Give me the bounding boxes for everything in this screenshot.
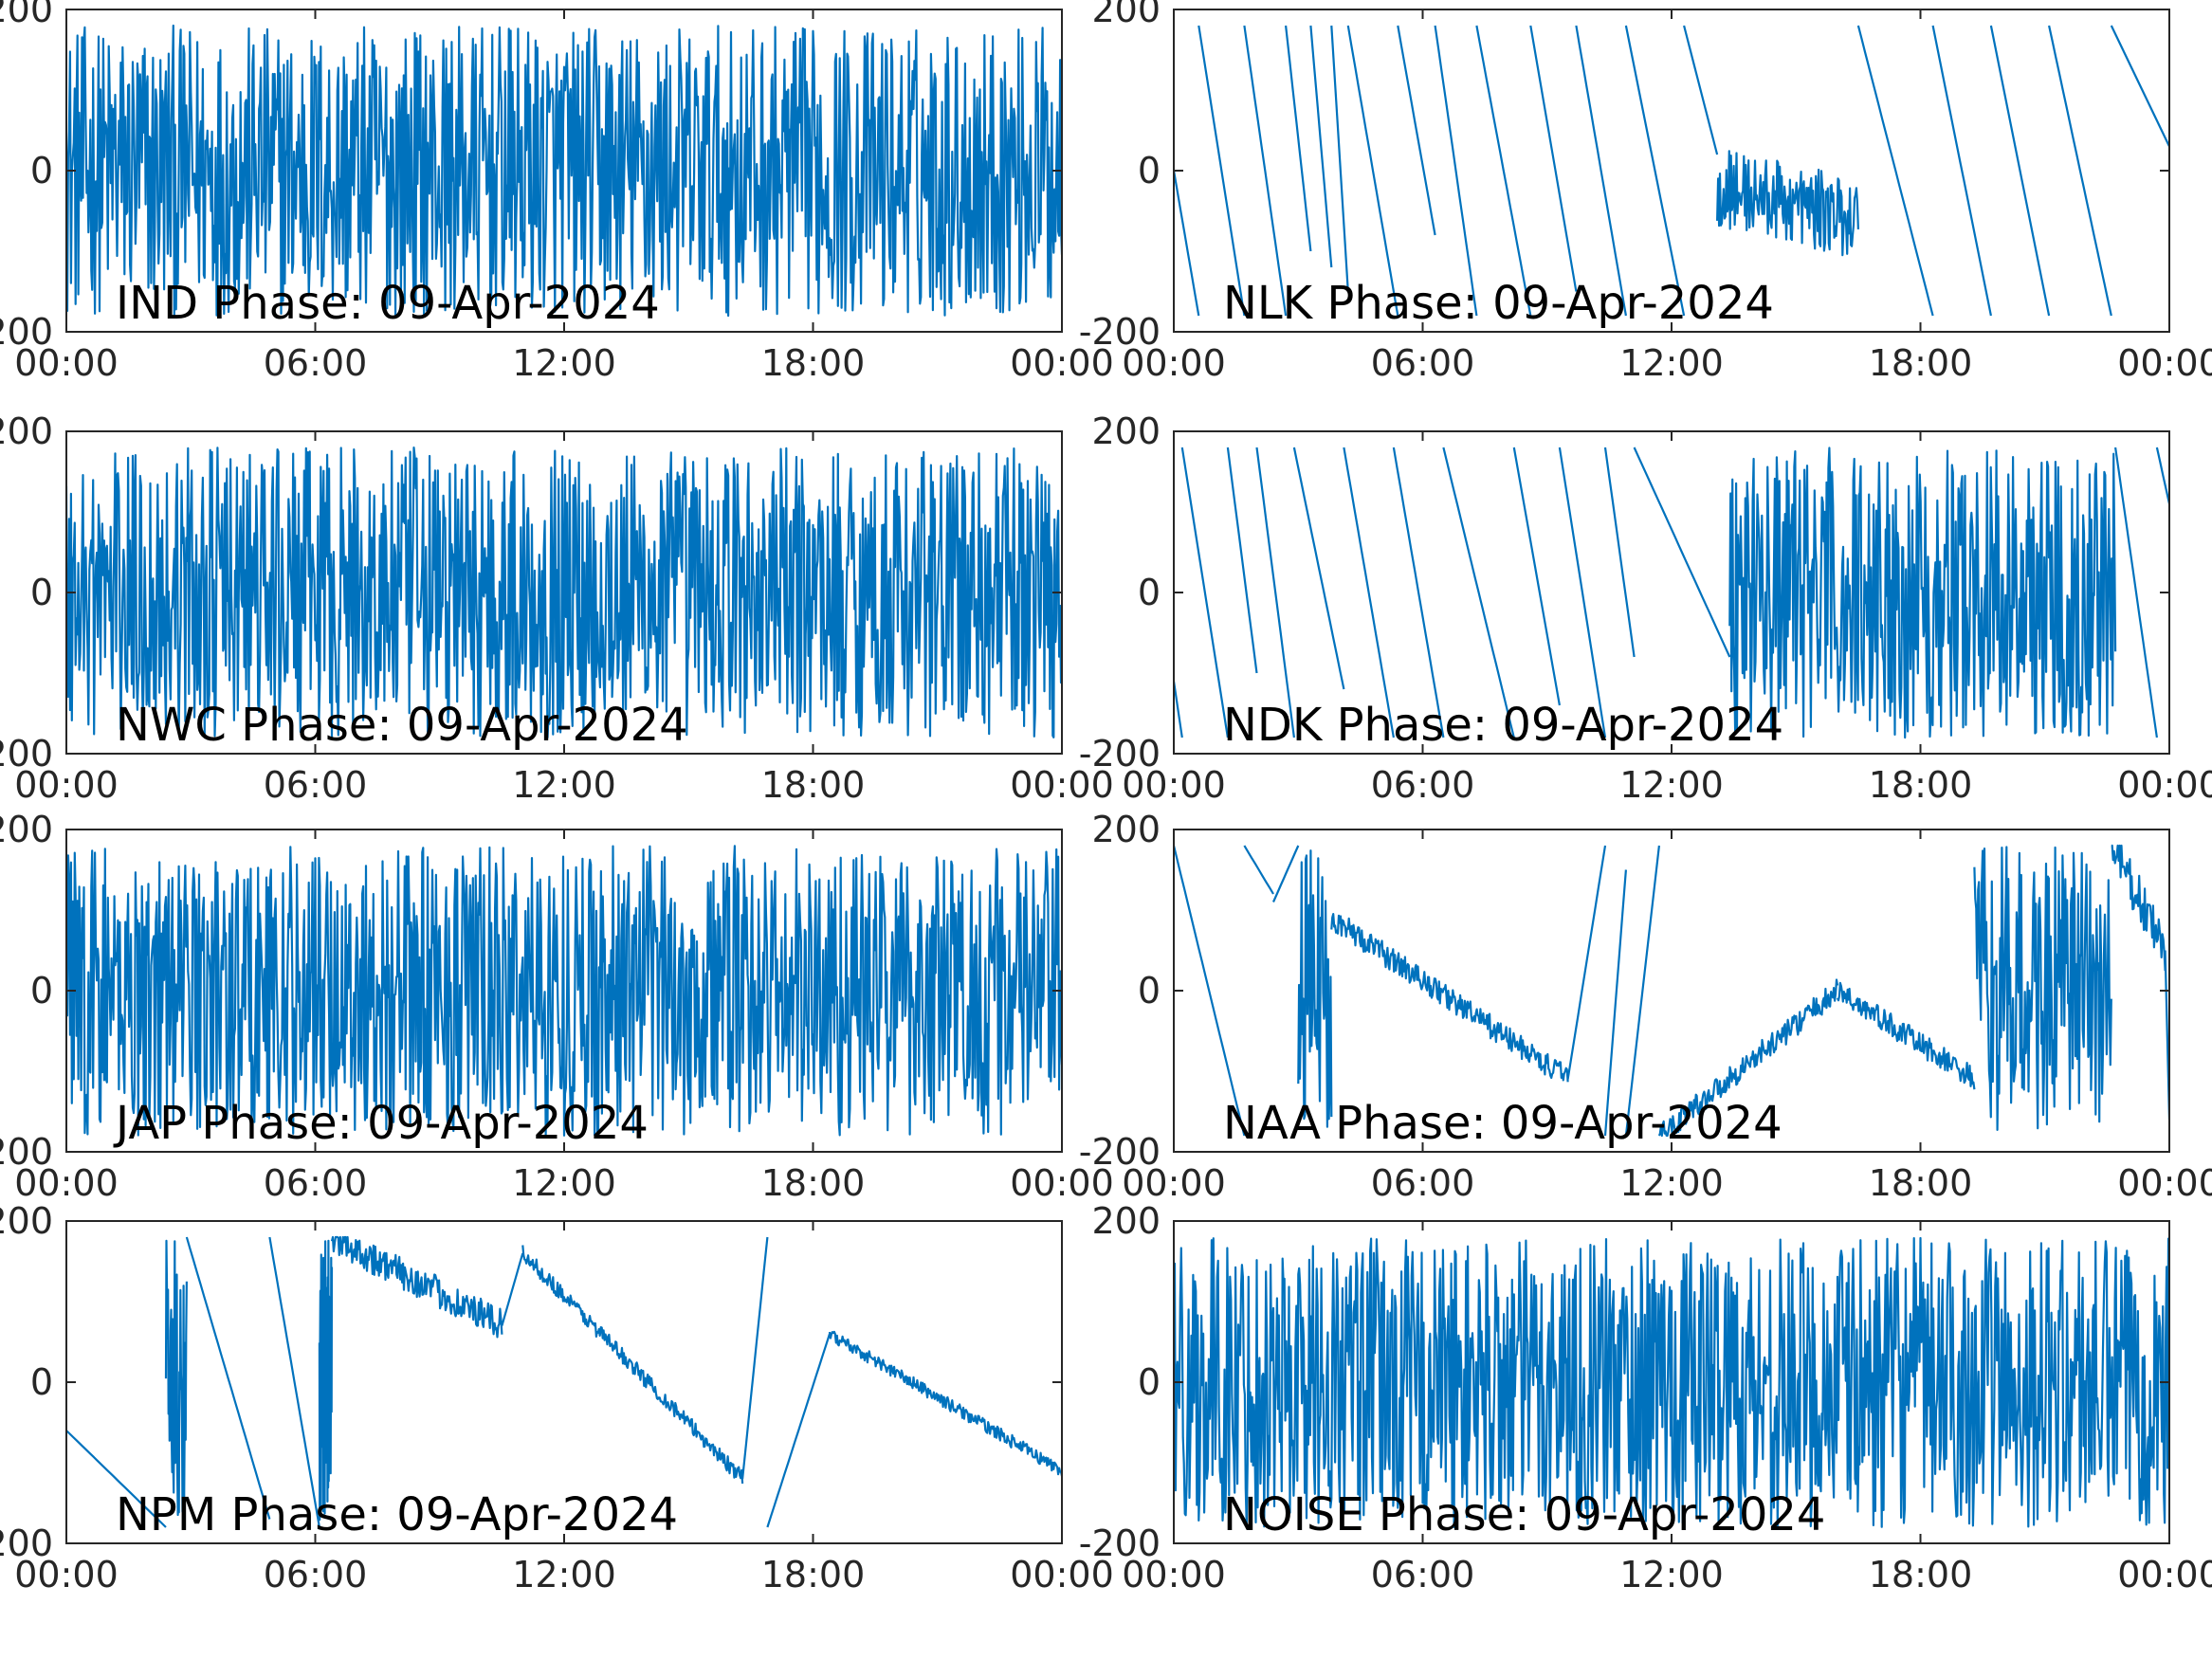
x-tick-label: 06:00 (264, 764, 368, 806)
y-tick-label: 200 (0, 809, 53, 850)
panel-label: NDK Phase: 09-Apr-2024 (1223, 699, 1783, 752)
phase-series-1 (66, 24, 1062, 318)
x-tick-label: 00:00 (1122, 1162, 1226, 1204)
phase-series-1 (66, 1235, 1062, 1528)
y-tick-label: 0 (1138, 150, 1161, 191)
y-tick-label: 200 (1091, 410, 1161, 452)
x-tick-label: 06:00 (1371, 1162, 1475, 1204)
x-tick-label: 00:00 (1010, 1554, 1114, 1595)
x-tick-label: 18:00 (1869, 1554, 1973, 1595)
panel-label: IND Phase: 09-Apr-2024 (116, 277, 660, 330)
panel-label: JAP Phase: 09-Apr-2024 (113, 1097, 649, 1150)
y-tick-label: 200 (0, 1200, 53, 1242)
x-tick-label: 06:00 (264, 1162, 368, 1204)
y-tick-label: 200 (1091, 809, 1161, 850)
x-tick-label: 00:00 (1122, 342, 1226, 384)
x-tick-label: 00:00 (14, 1162, 119, 1204)
x-tick-label: 18:00 (1869, 764, 1973, 806)
y-tick-label: -200 (0, 1131, 53, 1173)
y-tick-label: -200 (1079, 733, 1161, 775)
y-tick-label: 0 (30, 970, 53, 1012)
y-tick-label: 200 (1091, 1200, 1161, 1242)
y-tick-label: -200 (1079, 311, 1161, 353)
x-tick-label: 12:00 (1619, 1162, 1724, 1204)
y-tick-label: 200 (0, 0, 53, 30)
phase-series-1 (1174, 1236, 2169, 1528)
x-tick-label: 18:00 (761, 342, 866, 384)
y-tick-label: -200 (1079, 1522, 1161, 1564)
y-tick-label: 0 (1138, 1361, 1161, 1403)
x-tick-label: 00:00 (1010, 1162, 1114, 1204)
x-tick-label: 06:00 (1371, 1554, 1475, 1595)
x-tick-label: 18:00 (761, 1162, 866, 1204)
x-tick-label: 18:00 (1869, 1162, 1973, 1204)
x-tick-label: 18:00 (761, 764, 866, 806)
phase-series-1 (1174, 447, 2169, 739)
panel-label: NPM Phase: 09-Apr-2024 (116, 1488, 678, 1541)
plot-area (66, 1221, 1062, 1543)
y-tick-label: 200 (0, 410, 53, 452)
x-tick-label: 06:00 (1371, 342, 1475, 384)
panel-label: NOISE Phase: 09-Apr-2024 (1223, 1488, 1825, 1541)
x-tick-label: 00:00 (2117, 342, 2212, 384)
x-tick-label: 12:00 (512, 1554, 616, 1595)
x-tick-label: 12:00 (1619, 764, 1724, 806)
panel-label: NWC Phase: 09-Apr-2024 (116, 699, 688, 752)
panel-label: NAA Phase: 09-Apr-2024 (1223, 1097, 1782, 1150)
y-tick-label: 0 (1138, 970, 1161, 1012)
x-tick-label: 06:00 (1371, 764, 1475, 806)
x-tick-label: 12:00 (1619, 342, 1724, 384)
x-tick-label: 00:00 (14, 1554, 119, 1595)
y-tick-label: -200 (0, 1522, 53, 1564)
x-tick-label: 12:00 (512, 1162, 616, 1204)
x-tick-label: 06:00 (264, 342, 368, 384)
x-tick-label: 00:00 (1010, 764, 1114, 806)
x-tick-label: 18:00 (1869, 342, 1973, 384)
x-tick-label: 18:00 (761, 1554, 866, 1595)
panel-label: NLK Phase: 09-Apr-2024 (1223, 277, 1774, 330)
x-tick-label: 12:00 (512, 342, 616, 384)
y-tick-label: 0 (1138, 572, 1161, 613)
x-tick-label: 00:00 (1010, 342, 1114, 384)
x-tick-label: 00:00 (14, 342, 119, 384)
x-tick-label: 00:00 (1122, 1554, 1226, 1595)
y-tick-label: 200 (1091, 0, 1161, 30)
y-tick-label: -200 (0, 733, 53, 775)
phase-series-1 (1174, 25, 2169, 317)
y-tick-label: 0 (30, 572, 53, 613)
x-tick-label: 00:00 (1122, 764, 1226, 806)
y-tick-label: 0 (30, 1361, 53, 1403)
y-tick-label: -200 (0, 311, 53, 353)
y-tick-label: 0 (30, 150, 53, 191)
phase-series-1 (66, 447, 1062, 738)
phase-series-1 (66, 845, 1062, 1137)
x-tick-label: 00:00 (2117, 1162, 2212, 1204)
x-tick-label: 00:00 (14, 764, 119, 806)
x-tick-label: 00:00 (2117, 764, 2212, 806)
x-tick-label: 12:00 (512, 764, 616, 806)
y-tick-label: -200 (1079, 1131, 1161, 1173)
phase-series-1 (1174, 844, 2169, 1138)
x-tick-label: 00:00 (2117, 1554, 2212, 1595)
x-tick-label: 12:00 (1619, 1554, 1724, 1595)
x-tick-label: 06:00 (264, 1554, 368, 1595)
